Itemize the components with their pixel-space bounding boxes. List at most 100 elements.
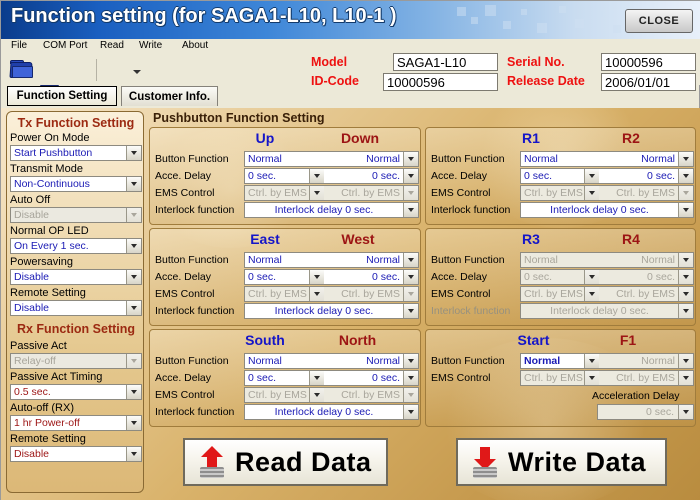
open-folder-icon[interactable] [9,58,33,82]
combo-power-on-mode[interactable]: Start Pushbutton [10,145,142,161]
chevron-down-icon[interactable] [126,208,141,222]
chevron-down-icon[interactable] [678,270,693,284]
chevron-down-icon[interactable] [678,304,693,318]
combo-south-north-interlock[interactable]: Interlock delay 0 sec. [244,404,419,420]
menu-item-about[interactable]: About [182,40,209,51]
chevron-down-icon[interactable] [678,354,693,368]
chevron-down-icon[interactable] [584,186,599,200]
chevron-down-icon[interactable] [584,270,599,284]
chevron-down-icon[interactable] [403,354,418,368]
model-value[interactable]: SAGA1-L10 [393,53,498,71]
write-data-button[interactable]: Write Data [456,438,667,486]
chevron-down-icon[interactable] [678,152,693,166]
chevron-down-icon[interactable] [126,354,141,368]
chevron-down-icon[interactable] [403,253,418,267]
chevron-down-icon[interactable] [309,371,324,385]
menu-item-comport[interactable]: COM Port [43,40,88,51]
combo-east-west-interlock[interactable]: Interlock delay 0 sec. [244,303,419,319]
combo-up-down-ems-control[interactable]: Ctrl. by EMS Ctrl. by EMS [244,185,419,201]
chevron-down-icon[interactable] [403,388,418,402]
label-button-function: Button Function [431,254,505,266]
chevron-down-icon[interactable] [309,388,324,402]
chevron-down-icon[interactable] [309,169,324,183]
combo-r3-r4-ems-control[interactable]: Ctrl. by EMS Ctrl. by EMS [520,286,694,302]
menu-item-write[interactable]: Write [139,40,163,51]
combo-up-down-acce-delay[interactable]: 0 sec. 0 sec. [244,168,419,184]
combo-south-north-ems-control[interactable]: Ctrl. by EMS Ctrl. by EMS [244,387,419,403]
chevron-down-icon[interactable] [678,203,693,217]
chevron-down-icon[interactable] [678,287,693,301]
chevron-down-icon[interactable] [126,270,141,284]
serial-value[interactable]: 10000596 [601,53,696,71]
chevron-down-icon[interactable] [126,447,141,461]
chevron-down-icon[interactable] [309,270,324,284]
combo-east-west-acce-delay[interactable]: 0 sec. 0 sec. [244,269,419,285]
com-port-dropdown-icon[interactable] [133,70,141,74]
value-north-acce-delay: 0 sec. [371,372,400,384]
combo-r1-r2-acce-delay[interactable]: 0 sec. 0 sec. [520,168,694,184]
combo-acceleration-delay[interactable]: 0 sec. [597,404,694,420]
chevron-down-icon[interactable] [678,371,693,385]
chevron-down-icon[interactable] [678,169,693,183]
chevron-down-icon[interactable] [309,186,324,200]
value-south-button-function: Normal [248,355,282,367]
chevron-down-icon[interactable] [403,203,418,217]
read-data-button[interactable]: Read Data [183,438,388,486]
chevron-down-icon[interactable] [126,146,141,160]
combo-transmit-mode[interactable]: Non-Continuous [10,176,142,192]
chevron-down-icon[interactable] [403,270,418,284]
combo-r3-r4-acce-delay[interactable]: 0 sec. 0 sec. [520,269,694,285]
chevron-down-icon[interactable] [403,186,418,200]
chevron-down-icon[interactable] [403,169,418,183]
combo-east-west-button-function[interactable]: Normal Normal [244,252,419,268]
combo-start-f1-ems-control[interactable]: Ctrl. by EMS Ctrl. by EMS [520,370,694,386]
combo-up-down-interlock[interactable]: Interlock delay 0 sec. [244,202,419,218]
chevron-down-icon[interactable] [678,405,693,419]
combo-up-down-button-function[interactable]: Normal Normal [244,151,419,167]
idcode-value[interactable]: 10000596 [383,73,498,91]
combo-south-north-button-function[interactable]: Normal Normal [244,353,419,369]
combo-rx-remote-setting[interactable]: Disable [10,446,142,462]
tab-function-setting[interactable]: Function Setting [7,86,117,106]
chevron-down-icon[interactable] [126,239,141,253]
combo-east-west-ems-control[interactable]: Ctrl. by EMS Ctrl. by EMS [244,286,419,302]
chevron-down-icon[interactable] [678,186,693,200]
label-passive-act-timing: Passive Act Timing [10,371,103,383]
combo-r1-r2-interlock[interactable]: Interlock delay 0 sec. [520,202,694,218]
chevron-down-icon[interactable] [584,371,599,385]
combo-auto-off[interactable]: Disable [10,207,142,223]
combo-normal-op-led-value: On Every 1 sec. [14,240,89,252]
combo-passive-act[interactable]: Relay-off [10,353,142,369]
tab-customer-info[interactable]: Customer Info. [121,86,218,106]
combo-powersaving[interactable]: Disable [10,269,142,285]
chevron-down-icon[interactable] [584,169,599,183]
label-acce-delay: Acce. Delay [155,170,212,182]
chevron-down-icon[interactable] [403,152,418,166]
chevron-down-icon[interactable] [309,287,324,301]
chevron-down-icon[interactable] [403,304,418,318]
chevron-down-icon[interactable] [678,253,693,267]
chevron-down-icon[interactable] [126,416,141,430]
menu-item-file[interactable]: File [11,40,28,51]
chevron-down-icon[interactable] [584,354,599,368]
combo-r1-r2-button-function[interactable]: Normal Normal [520,151,694,167]
menu-item-read[interactable]: Read [100,40,124,51]
close-button[interactable]: CLOSE [625,9,693,33]
chevron-down-icon[interactable] [126,177,141,191]
chevron-down-icon[interactable] [126,301,141,315]
chevron-down-icon[interactable] [403,371,418,385]
chevron-down-icon[interactable] [403,287,418,301]
combo-r3-r4-interlock[interactable]: Interlock delay 0 sec. [520,303,694,319]
combo-passive-act-timing[interactable]: 0.5 sec. [10,384,142,400]
combo-r1-r2-ems-control[interactable]: Ctrl. by EMS Ctrl. by EMS [520,185,694,201]
chevron-down-icon[interactable] [403,405,418,419]
combo-r3-r4-button-function[interactable]: Normal Normal [520,252,694,268]
combo-tx-remote-setting[interactable]: Disable [10,300,142,316]
combo-normal-op-led[interactable]: On Every 1 sec. [10,238,142,254]
release-date-value[interactable]: 2006/01/01 [601,73,696,91]
combo-auto-off-rx[interactable]: 1 hr Power-off [10,415,142,431]
combo-south-north-acce-delay[interactable]: 0 sec. 0 sec. [244,370,419,386]
chevron-down-icon[interactable] [584,287,599,301]
chevron-down-icon[interactable] [126,385,141,399]
combo-start-button-function[interactable]: Normal Normal [520,353,694,369]
